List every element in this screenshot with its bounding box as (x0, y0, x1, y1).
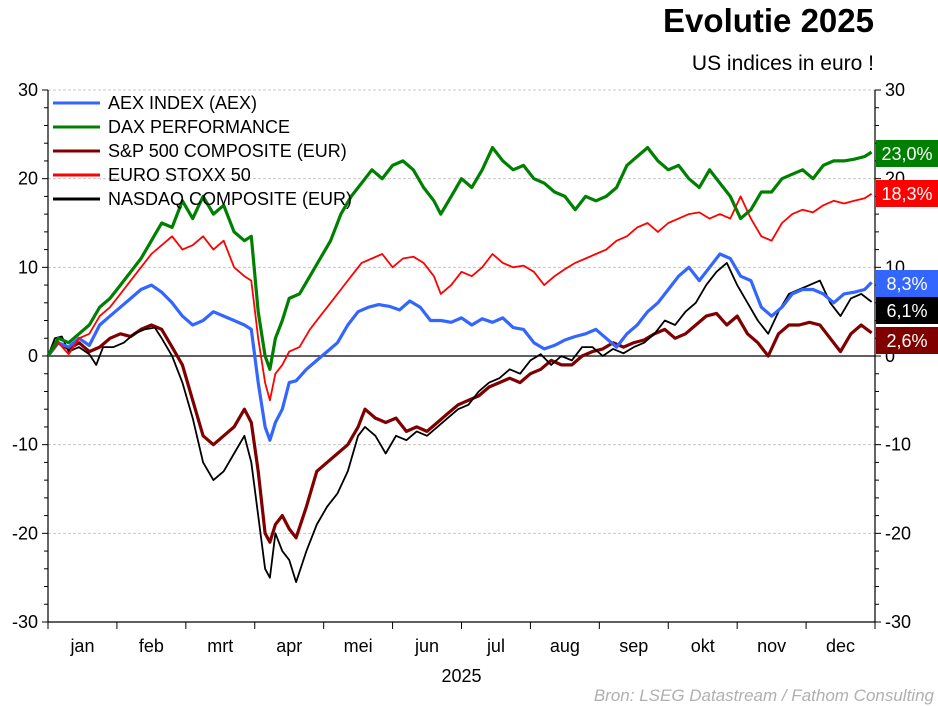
y-tick-label-right: -20 (885, 523, 911, 543)
x-tick-label-apr: apr (276, 636, 302, 656)
y-tick-label-right: -30 (885, 612, 911, 632)
series-line-2 (48, 313, 872, 542)
end-badge-label-4: 6,1% (886, 301, 927, 321)
legend-label-1: DAX PERFORMANCE (108, 117, 290, 137)
x-tick-label-dec: dec (826, 636, 855, 656)
x-tick-label-feb: feb (139, 636, 164, 656)
legend-label-3: EURO STOXX 50 (108, 165, 251, 185)
y-tick-label-right: 30 (885, 80, 905, 100)
y-tick-label-left: 0 (28, 346, 38, 366)
y-tick-label-right: -10 (885, 435, 911, 455)
x-tick-label-aug: aug (550, 636, 580, 656)
source-note: Bron: LSEG Datastream / Fathom Consultin… (594, 686, 934, 706)
y-tick-label-left: -30 (12, 612, 38, 632)
end-badge-label-1: 23,0% (881, 144, 932, 164)
legend: AEX INDEX (AEX) DAX PERFORMANCE S&P 500 CO… (52, 93, 352, 209)
end-badge-label-2: 2,6% (886, 331, 927, 351)
legend-label-4: NASDAQ COMPOSITE (EUR) (108, 189, 352, 209)
y-tick-label-left: 30 (18, 80, 38, 100)
legend-label-0: AEX INDEX (AEX) (108, 93, 257, 113)
series-lines (48, 148, 872, 582)
x-tick-label-mei: mei (344, 636, 373, 656)
x-tick-label-mrt: mrt (207, 636, 233, 656)
x-axis-label: 2025 (441, 666, 481, 686)
x-tick-label-jun: jun (414, 636, 439, 656)
x-tick-label-sep: sep (619, 636, 648, 656)
y-tick-label-left: -20 (12, 523, 38, 543)
end-badge-label-0: 8,3% (886, 274, 927, 294)
y-tick-label-left: -10 (12, 435, 38, 455)
y-tick-label-left: 10 (18, 257, 38, 277)
legend-label-2: S&P 500 COMPOSITE (EUR) (108, 141, 347, 161)
x-tick-label-okt: okt (691, 636, 715, 656)
end-badge-label-3: 18,3% (881, 184, 932, 204)
x-tick-label-nov: nov (757, 636, 786, 656)
x-tick-label-jul: jul (486, 636, 505, 656)
series-line-4 (48, 263, 872, 582)
x-tick-label-jan: jan (69, 636, 94, 656)
y-tick-label-left: 20 (18, 169, 38, 189)
